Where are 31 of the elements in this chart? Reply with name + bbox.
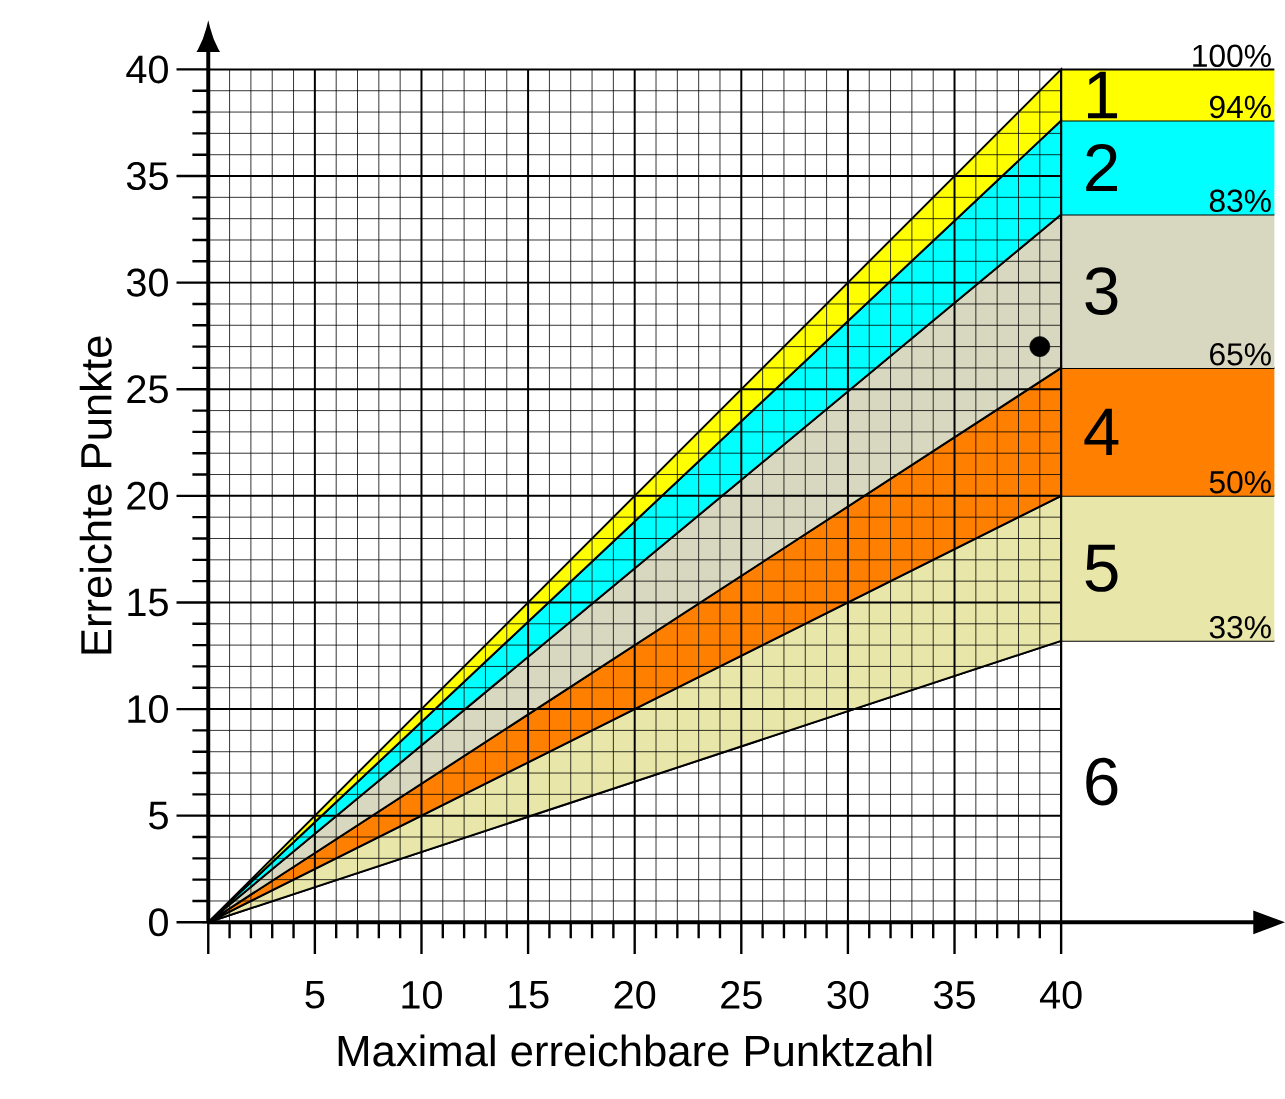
x-tick-label: 25 bbox=[721, 980, 762, 1010]
legend-label: 1 bbox=[1087, 71, 1118, 119]
y-tick-label: 20 bbox=[127, 481, 168, 510]
legend-label: 3 bbox=[1085, 267, 1118, 316]
text: 100% bbox=[1193, 44, 1271, 68]
y-tick-label: 0 bbox=[149, 908, 168, 937]
series-label: 6 bbox=[1086, 757, 1118, 806]
y-tick-label: 25 bbox=[127, 375, 168, 404]
text: 83% bbox=[1209, 189, 1271, 213]
x-tick-label: 40 bbox=[1039, 980, 1082, 1010]
x-tick-label: 35 bbox=[933, 980, 975, 1010]
text: 33% bbox=[1209, 616, 1271, 639]
text: 65% bbox=[1210, 343, 1271, 366]
y-tick-label: 40 bbox=[126, 55, 168, 84]
y-axis-title: Erreichte Punkte bbox=[79, 336, 112, 654]
x-tick-label: 5 bbox=[305, 980, 325, 1009]
x-axis-title: Maximal erreichbare Punktzahl bbox=[338, 1034, 932, 1067]
legend-label: 5 bbox=[1085, 544, 1118, 592]
x-tick-label: 10 bbox=[402, 980, 442, 1010]
text: 94% bbox=[1209, 95, 1271, 119]
y-tick-label: 15 bbox=[128, 588, 168, 617]
y-tick-label: 35 bbox=[126, 162, 168, 191]
y-tick-label: 30 bbox=[126, 268, 168, 297]
x-tick-label: 15 bbox=[509, 980, 549, 1009]
x-tick-label: 30 bbox=[827, 980, 869, 1010]
y-tick-label: 10 bbox=[128, 695, 168, 724]
y-tick-label: 5 bbox=[149, 801, 168, 830]
x-tick-label: 20 bbox=[614, 980, 656, 1010]
text: 50% bbox=[1209, 471, 1271, 494]
legend-label: 2 bbox=[1086, 144, 1117, 192]
legend-label: 4 bbox=[1084, 408, 1119, 456]
